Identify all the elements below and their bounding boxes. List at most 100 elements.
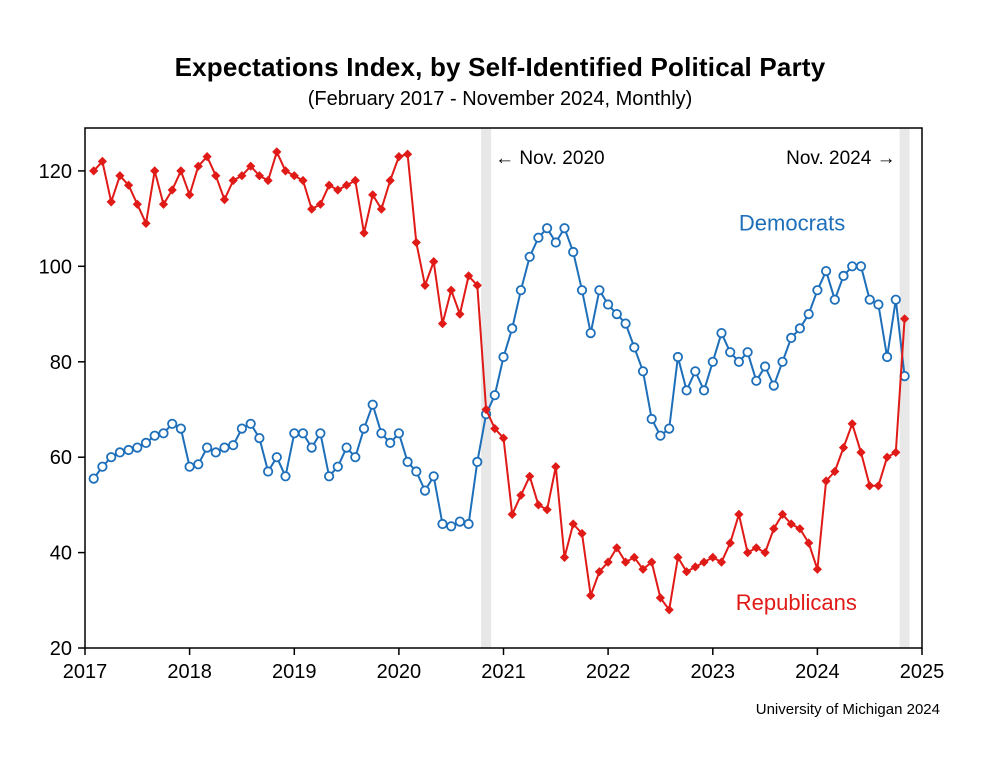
marker-circle (228, 440, 239, 451)
marker-diamond (795, 524, 805, 534)
y-tick-label: 40 (50, 543, 72, 565)
series-democrats: Democrats (88, 211, 910, 532)
chart-title: Expectations Index, by Self-Identified P… (174, 52, 826, 82)
marker-diamond (298, 175, 308, 186)
marker-circle (803, 308, 814, 320)
marker-diamond (464, 271, 474, 281)
marker-diamond (612, 543, 622, 553)
marker-diamond (760, 548, 770, 558)
marker-circle (672, 351, 684, 363)
x-tick-label: 2017 (63, 661, 108, 683)
marker-circle (855, 261, 867, 272)
event-band-nov-2020 (481, 128, 492, 648)
marker-circle (707, 356, 718, 367)
marker-circle (184, 461, 195, 472)
marker-circle (437, 518, 448, 530)
marker-diamond (865, 481, 875, 491)
marker-circle (629, 342, 640, 353)
marker-diamond (551, 462, 561, 472)
marker-circle (881, 351, 893, 363)
y-tick-label: 120 (39, 161, 72, 183)
marker-circle (655, 430, 666, 441)
marker-circle (254, 432, 265, 444)
marker-circle (376, 428, 387, 439)
marker-circle (768, 380, 779, 391)
marker-diamond (263, 175, 273, 186)
marker-diamond (891, 447, 901, 457)
series-label-democrats: Democrats (739, 211, 845, 236)
marker-diamond (446, 285, 456, 295)
marker-circle (568, 246, 579, 258)
marker-diamond (673, 552, 683, 562)
marker-diamond (246, 161, 256, 171)
marker-diamond (847, 419, 857, 429)
marker-diamond (141, 218, 151, 228)
marker-circle (489, 390, 500, 401)
marker-diamond (376, 204, 386, 214)
marker-circle (210, 447, 221, 458)
plot-frame (84, 127, 923, 649)
marker-diamond (594, 567, 604, 577)
marker-circle (88, 473, 99, 484)
marker-diamond (481, 404, 491, 415)
marker-diamond (664, 605, 674, 615)
marker-diamond (115, 171, 125, 181)
marker-diamond (690, 562, 700, 572)
marker-diamond (403, 149, 413, 159)
marker-circle (873, 299, 884, 310)
marker-diamond (158, 199, 169, 209)
marker-diamond (751, 543, 761, 553)
marker-diamond (455, 309, 465, 319)
marker-diamond (498, 433, 509, 443)
marker-circle (611, 308, 622, 320)
marker-diamond (586, 590, 596, 601)
marker-circle (358, 423, 370, 434)
marker-diamond (324, 180, 334, 190)
marker-diamond (429, 257, 439, 267)
marker-diamond (124, 180, 134, 190)
marker-diamond (603, 557, 613, 567)
marker-diamond (280, 166, 291, 176)
x-tick-label: 2023 (691, 661, 736, 683)
marker-diamond (734, 509, 744, 519)
marker-circle (114, 447, 126, 458)
marker-circle (315, 428, 326, 439)
marker-circle (794, 323, 806, 334)
marker-diamond (237, 171, 247, 181)
marker-circle (820, 265, 832, 277)
marker-circle (585, 327, 596, 339)
marker-diamond (821, 476, 831, 486)
x-tick-label: 2021 (481, 661, 526, 683)
marker-circle (507, 323, 518, 334)
marker-circle (541, 223, 553, 234)
marker-circle (289, 428, 300, 439)
marker-circle (524, 251, 535, 262)
marker-circle (472, 456, 483, 467)
marker-diamond (167, 185, 177, 195)
marker-diamond (359, 228, 369, 238)
marker-circle (594, 285, 605, 296)
marker-diamond (228, 175, 238, 186)
marker-circle (602, 299, 614, 310)
marker-circle (97, 461, 108, 472)
marker-diamond (437, 319, 448, 329)
marker-diamond (786, 519, 796, 529)
marker-circle (550, 237, 561, 248)
marker-circle (236, 423, 247, 434)
marker-circle (106, 452, 117, 463)
marker-diamond (211, 171, 221, 181)
x-tick-label: 2022 (586, 661, 631, 683)
marker-diamond (272, 147, 282, 157)
marker-circle (132, 442, 143, 453)
x-tick-label: 2019 (272, 661, 317, 683)
marker-diamond (838, 443, 849, 453)
marker-diamond (647, 557, 657, 567)
marker-diamond (873, 481, 883, 491)
marker-circle (306, 442, 317, 453)
series-line-democrats (92, 227, 906, 528)
marker-circle (167, 418, 178, 429)
x-tick-label: 2024 (795, 661, 840, 683)
marker-circle (158, 428, 169, 439)
marker-circle (262, 466, 274, 477)
